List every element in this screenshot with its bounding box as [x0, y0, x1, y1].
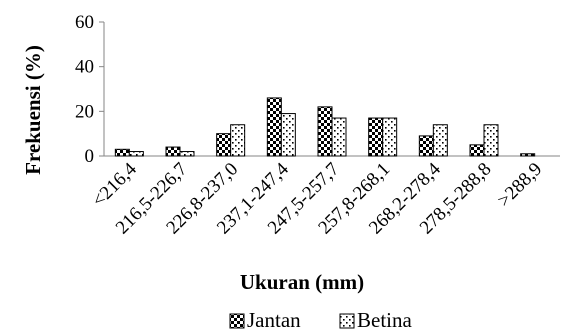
bar-jantan — [165, 146, 181, 157]
bar-betina — [280, 113, 296, 157]
bar-jantan — [368, 117, 384, 157]
bar-betina — [331, 117, 347, 157]
legend-item-betina: Betina — [339, 308, 412, 332]
legend-label-betina: Betina — [357, 308, 412, 332]
y-axis-title: Frekuensi (%) — [21, 45, 45, 175]
bar-betina — [483, 124, 499, 157]
bar-jantan — [317, 106, 333, 157]
legend-swatch-jantan — [229, 313, 245, 329]
bar-betina — [128, 151, 144, 157]
bar-jantan — [216, 133, 232, 157]
bar-jantan — [418, 135, 434, 157]
bars — [114, 97, 536, 157]
bar-jantan — [266, 97, 282, 157]
bar-betina — [432, 124, 448, 157]
bar-betina — [179, 151, 195, 157]
legend-item-jantan: Jantan — [229, 308, 301, 332]
y-axis-ticks: 0 20 40 60 — [75, 12, 104, 167]
legend-swatch-betina — [339, 313, 355, 329]
y-tick-label: 20 — [75, 101, 94, 122]
legend-label-jantan: Jantan — [247, 308, 301, 332]
bar-betina — [230, 124, 246, 157]
y-tick-label: 0 — [85, 146, 95, 167]
bar-jantan — [469, 144, 485, 157]
y-tick-label: 40 — [75, 57, 94, 78]
y-tick-label: 60 — [75, 12, 94, 33]
bar-jantan — [114, 148, 130, 157]
legend: Jantan Betina — [229, 308, 412, 332]
x-tick-label: >288,9 — [494, 159, 547, 212]
bar-jantan — [520, 153, 536, 157]
bar-betina — [382, 117, 398, 157]
x-axis-title: Ukuran (mm) — [240, 270, 364, 294]
x-axis-ticks: <216,4216,5-226,7226,8-237,0237,1-247,42… — [88, 158, 546, 238]
